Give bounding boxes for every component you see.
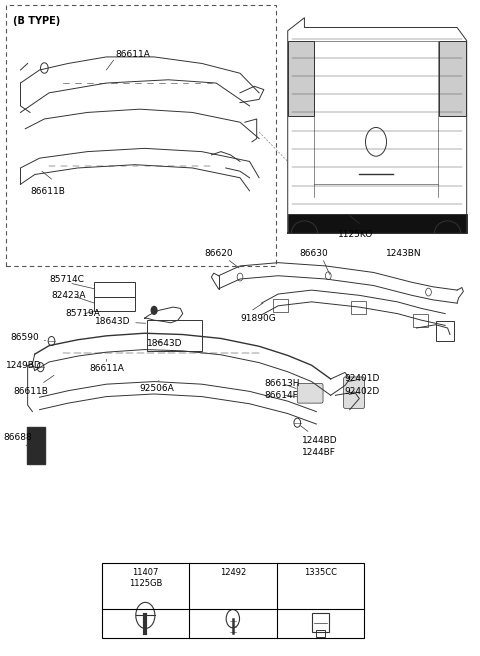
Bar — [147, 319, 202, 351]
Text: 1244BF: 1244BF — [302, 442, 336, 457]
Text: 85719A: 85719A — [66, 309, 101, 318]
Text: 86611B: 86611B — [30, 187, 65, 196]
Bar — [440, 41, 466, 115]
Text: 11407
1125GB: 11407 1125GB — [129, 568, 162, 588]
Bar — [436, 321, 454, 341]
Text: 1249BD: 1249BD — [6, 361, 42, 370]
Bar — [288, 41, 314, 115]
Text: 18643D: 18643D — [147, 338, 182, 348]
Text: 86620: 86620 — [204, 249, 233, 258]
FancyBboxPatch shape — [344, 377, 364, 408]
Text: 86611B: 86611B — [13, 375, 54, 396]
Bar — [95, 282, 135, 297]
Text: 92401D: 92401D — [344, 375, 379, 384]
Bar — [315, 630, 325, 637]
Text: 86611A: 86611A — [90, 359, 124, 373]
Text: 1244BD: 1244BD — [300, 426, 337, 445]
Text: 18643D: 18643D — [95, 317, 145, 326]
Text: 86590: 86590 — [10, 333, 46, 342]
Text: 1335CC: 1335CC — [304, 568, 337, 577]
Text: 1125KO: 1125KO — [338, 230, 373, 239]
Text: 86613H: 86613H — [265, 379, 300, 388]
Text: 1243BN: 1243BN — [385, 249, 421, 258]
Bar — [102, 563, 364, 638]
Text: 91890G: 91890G — [240, 314, 276, 323]
Text: 86611A: 86611A — [115, 50, 150, 59]
Polygon shape — [27, 427, 45, 464]
Text: 86688: 86688 — [4, 433, 33, 445]
Text: (B TYPE): (B TYPE) — [13, 16, 60, 26]
Bar — [413, 314, 428, 327]
Bar — [273, 298, 288, 312]
Bar — [351, 300, 366, 314]
Bar — [95, 297, 135, 311]
Bar — [312, 613, 329, 632]
Text: 86630: 86630 — [300, 249, 328, 258]
Text: 85714C: 85714C — [49, 275, 84, 284]
Text: 12492: 12492 — [220, 568, 246, 577]
Polygon shape — [288, 214, 467, 234]
FancyBboxPatch shape — [297, 384, 323, 403]
Text: 86614F: 86614F — [265, 391, 299, 400]
Text: 92506A: 92506A — [140, 380, 175, 392]
Text: 82423A: 82423A — [51, 291, 86, 300]
Circle shape — [151, 306, 157, 314]
Text: 92402D: 92402D — [344, 387, 379, 396]
